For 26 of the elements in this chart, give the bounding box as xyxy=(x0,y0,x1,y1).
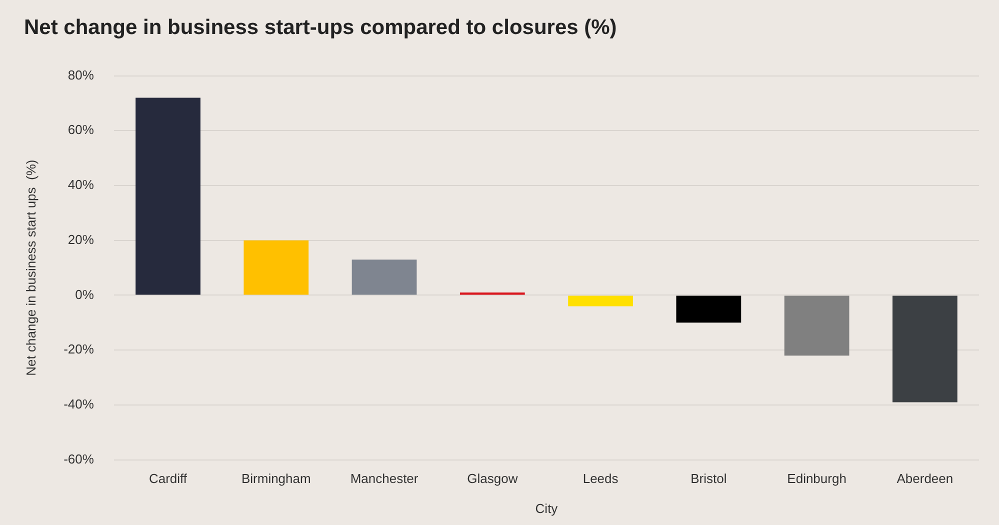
x-tick-label: Edinburgh xyxy=(787,471,846,486)
bar xyxy=(244,240,309,295)
bar xyxy=(568,296,633,306)
y-tick-label: 80% xyxy=(68,67,94,82)
x-axis-title: City xyxy=(535,500,558,516)
y-tick-label: 40% xyxy=(68,177,94,192)
x-tick-label: Aberdeen xyxy=(896,471,954,486)
y-tick-label: 60% xyxy=(68,122,94,138)
x-tick-label: Manchester xyxy=(350,471,419,486)
x-tick-label: Birmingham xyxy=(241,471,311,486)
x-tick-label: Leeds xyxy=(582,471,619,486)
bar xyxy=(136,98,200,295)
bar xyxy=(784,296,850,356)
y-tick-label: -20% xyxy=(64,342,94,357)
y-tick-label: 20% xyxy=(68,232,94,247)
x-tick-label: Cardiff xyxy=(148,471,188,486)
chart-title: Net change in business start-ups compared to closures (%) xyxy=(23,15,618,41)
bar xyxy=(676,296,742,323)
y-tick-label: -40% xyxy=(64,396,94,412)
y-tick-label: 0% xyxy=(75,286,94,302)
x-tick-label: Bristol xyxy=(690,471,727,486)
y-tick-label: -60% xyxy=(64,451,94,466)
x-tick-label: Glasgow xyxy=(467,471,518,486)
bar xyxy=(892,296,958,402)
y-axis-title: Net change in business start ups (%) xyxy=(23,160,38,376)
bar xyxy=(352,260,417,295)
